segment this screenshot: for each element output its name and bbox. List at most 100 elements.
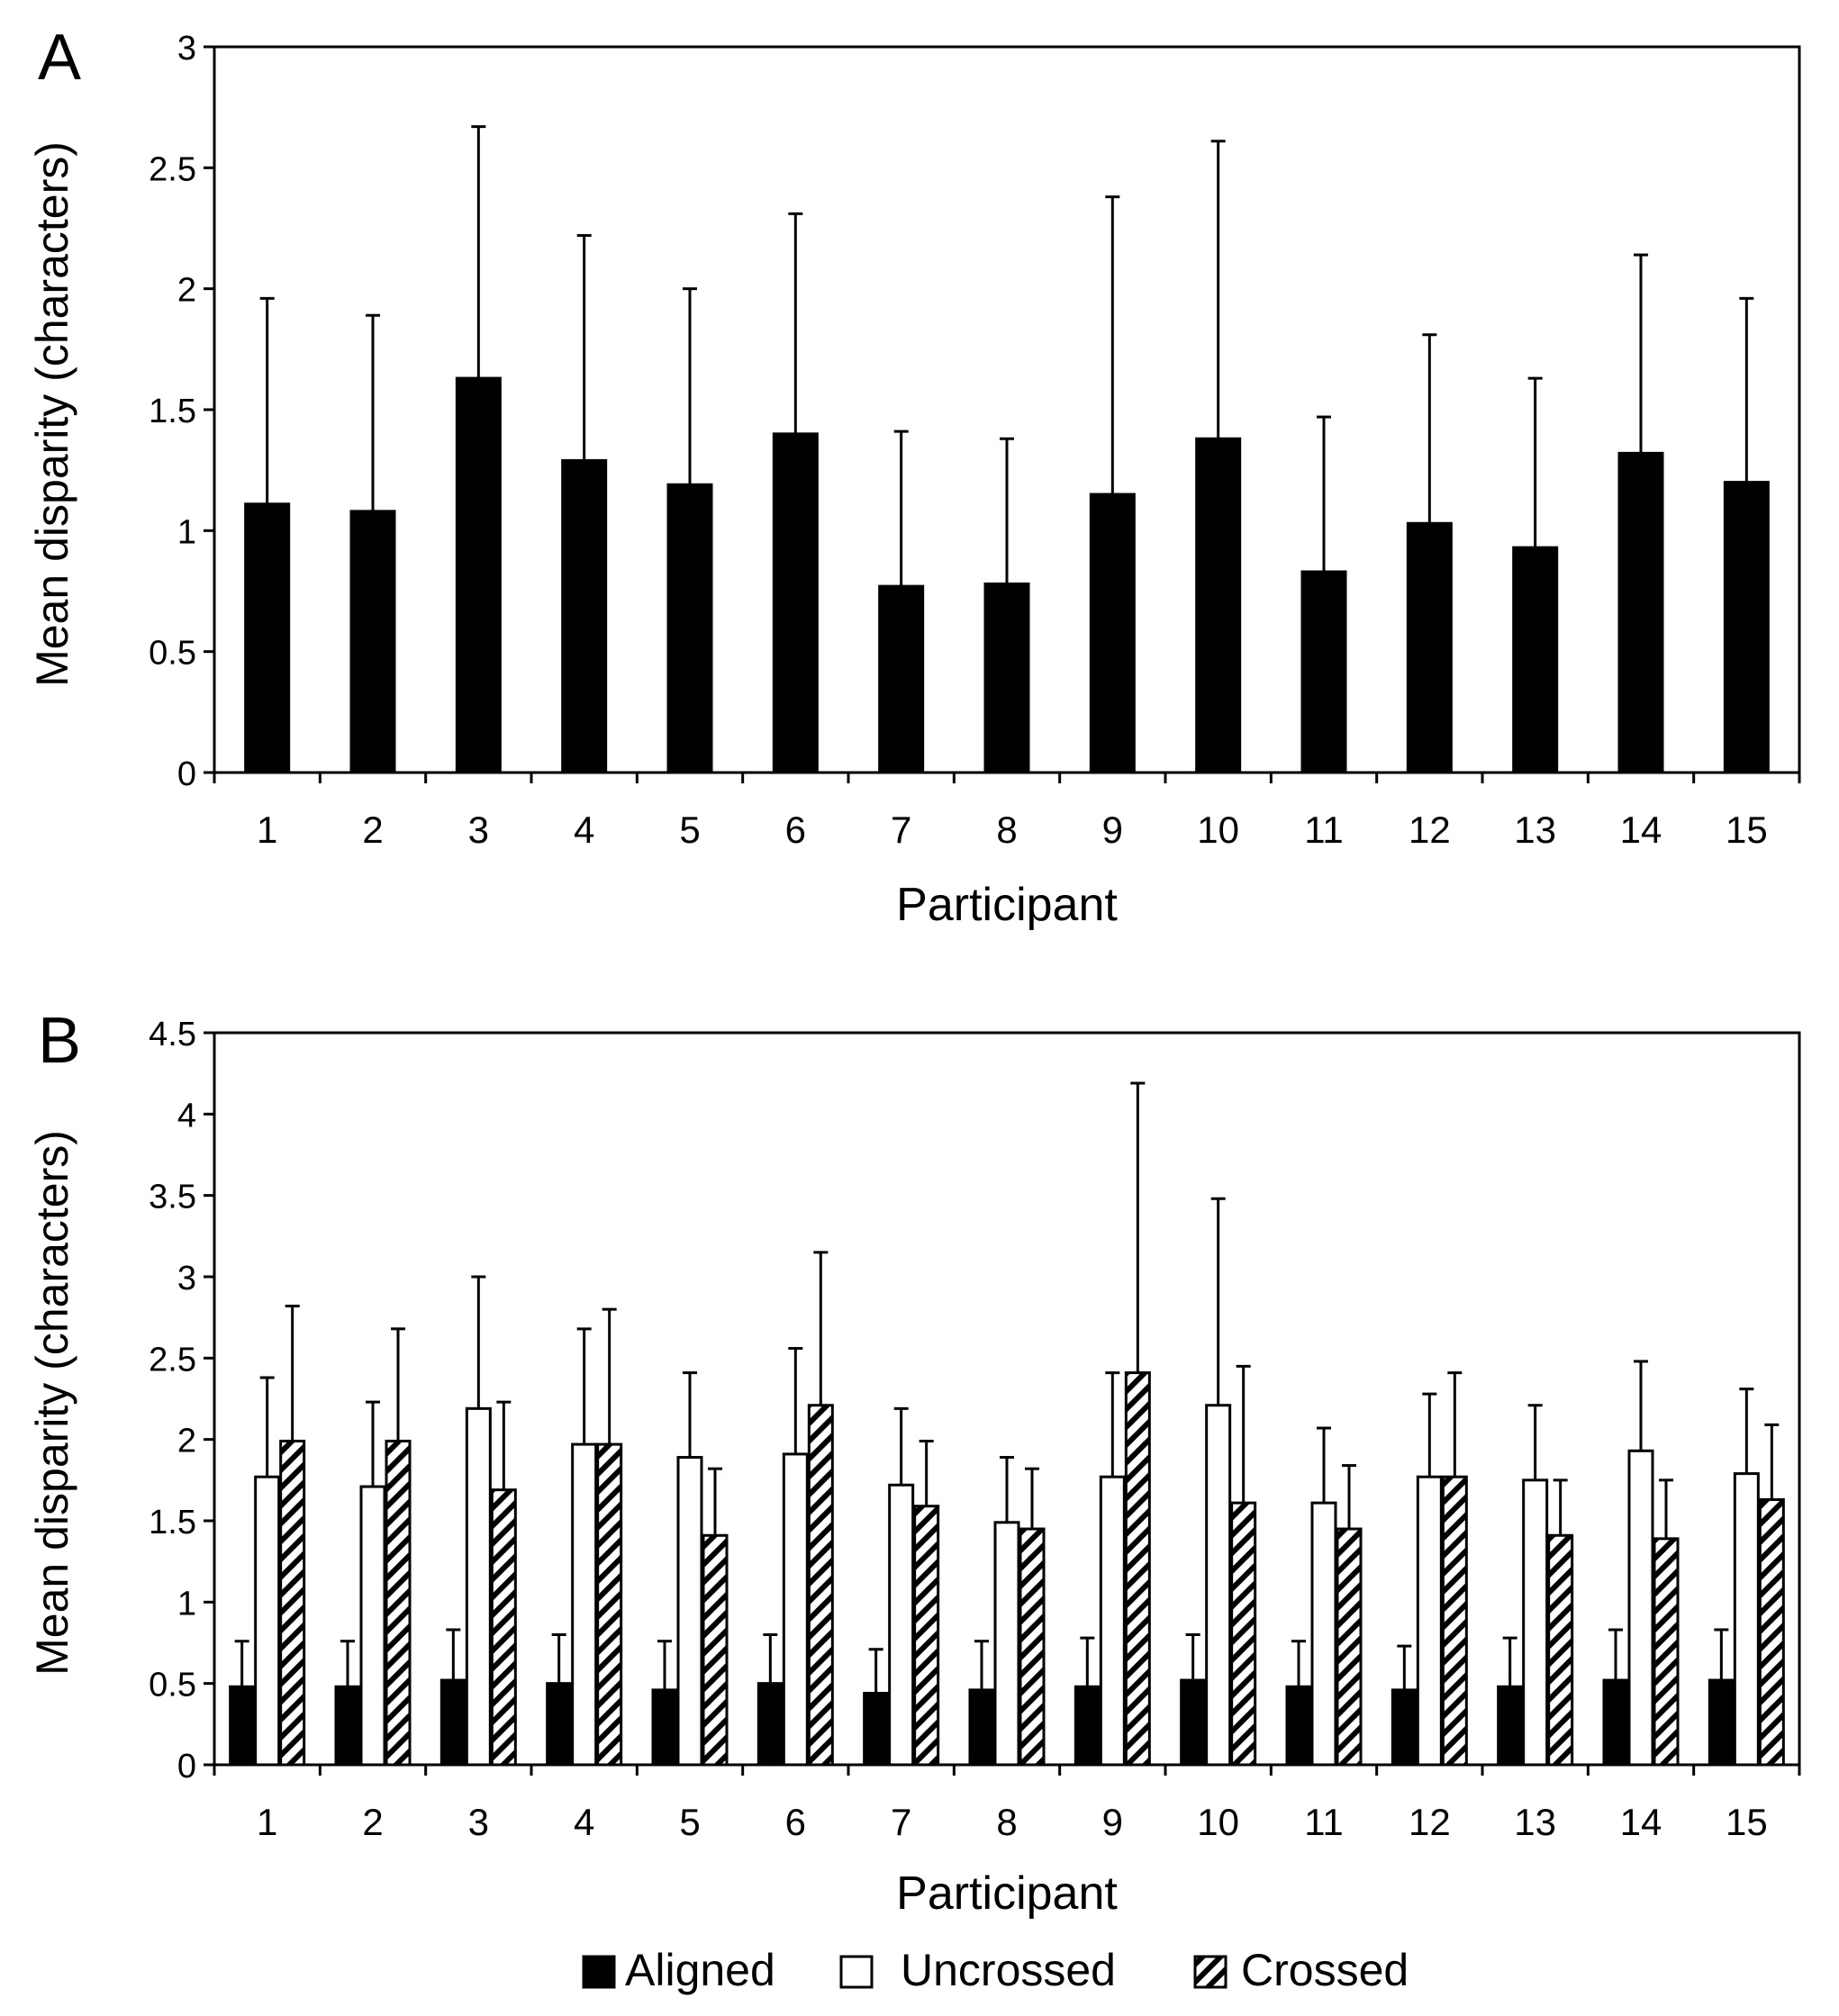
bar	[439, 1678, 467, 1767]
panel-b-label: B	[38, 1005, 81, 1077]
y-tick-label: 3	[177, 1260, 196, 1297]
x-tick-label: 10	[1197, 809, 1239, 851]
x-tick-label: 8	[996, 809, 1017, 851]
bar	[878, 584, 925, 774]
y-tick-label: 0	[177, 755, 196, 793]
bar	[349, 510, 396, 774]
bar	[359, 1485, 386, 1767]
bar	[455, 376, 502, 774]
x-tick-label: 5	[679, 809, 700, 851]
y-tick-label: 0.5	[149, 1667, 196, 1704]
y-tick-label: 1	[177, 513, 196, 551]
bar	[993, 1521, 1020, 1767]
y-tick-label: 1.5	[149, 393, 196, 430]
bar	[229, 1685, 256, 1767]
bar	[1019, 1527, 1046, 1767]
bar	[561, 458, 608, 774]
bar	[888, 1483, 915, 1767]
legend-label-crossed: Crossed	[1241, 1945, 1409, 1995]
bar	[863, 1692, 890, 1767]
x-tick-label: 6	[785, 809, 806, 851]
bar	[1416, 1475, 1443, 1767]
legend-label-aligned: Aligned	[625, 1945, 775, 1995]
panel-b: B Mean disparity (characters) Participan…	[27, 1005, 1801, 1920]
bar	[1441, 1475, 1468, 1767]
bar	[1758, 1498, 1785, 1767]
bar	[1627, 1449, 1654, 1767]
panel-a-label: A	[38, 22, 81, 94]
y-tick-label: 1.5	[149, 1504, 196, 1541]
x-tick-label: 6	[785, 1801, 806, 1843]
x-tick-label: 9	[1102, 1801, 1123, 1843]
bar	[254, 1475, 281, 1767]
x-tick-label: 13	[1514, 809, 1556, 851]
y-tick-label: 3	[177, 30, 196, 68]
bar	[1391, 1688, 1418, 1767]
bar	[385, 1439, 412, 1767]
x-tick-label: 11	[1304, 1801, 1344, 1843]
x-tick-label: 1	[257, 1801, 277, 1843]
panel-a-y-axis-label: Mean disparity (characters)	[27, 141, 77, 687]
panel-a-x-axis-label: Participant	[896, 879, 1118, 931]
bar	[1089, 493, 1136, 774]
y-tick-label: 0	[177, 1748, 196, 1785]
bar	[546, 1682, 573, 1767]
x-tick-label: 2	[362, 809, 383, 851]
legend-swatch-uncrossed	[839, 1955, 874, 1989]
bar	[571, 1442, 598, 1767]
y-tick-label: 4.5	[149, 1016, 196, 1053]
bar	[1285, 1685, 1312, 1767]
x-tick-label: 7	[891, 1801, 911, 1843]
panel-a-plot-area: 00.511.522.531 2 3 4 5 6 7 8 9 10 11 12 13 14 15	[149, 30, 1801, 851]
y-tick-label: 0.5	[149, 635, 196, 673]
bar	[1310, 1501, 1337, 1767]
bar	[1512, 546, 1559, 774]
x-tick-label: 10	[1197, 1801, 1239, 1843]
x-tick-label: 5	[679, 1801, 700, 1843]
bar	[968, 1688, 995, 1767]
x-tick-label: 14	[1620, 1801, 1662, 1843]
panel-b-plot-area: 00.511.522.533.544.51 2 3 4 5 6 7 8 9 10 11 12 13 14 1…	[149, 1016, 1801, 1843]
bar	[1230, 1501, 1257, 1767]
x-tick-label: 3	[468, 809, 489, 851]
legend: Aligned Uncrossed Crossed	[582, 1945, 1409, 1995]
bar	[983, 582, 1030, 774]
y-tick-label: 2.5	[149, 1341, 196, 1379]
y-tick-label: 2	[177, 1423, 196, 1460]
bar	[1723, 481, 1770, 774]
bar	[782, 1452, 809, 1767]
y-tick-label: 2.5	[149, 150, 196, 188]
bar	[244, 502, 291, 774]
bar	[1074, 1685, 1101, 1767]
bar	[1733, 1472, 1760, 1767]
y-tick-label: 2	[177, 272, 196, 310]
legend-label-uncrossed: Uncrossed	[901, 1945, 1116, 1995]
bar	[1547, 1533, 1574, 1767]
x-tick-label: 15	[1726, 809, 1768, 851]
legend-swatch-crossed	[1193, 1955, 1228, 1989]
bar	[1336, 1527, 1363, 1767]
bar	[756, 1682, 784, 1767]
bar	[1602, 1678, 1629, 1767]
bar	[651, 1688, 678, 1767]
x-tick-label: 7	[891, 809, 911, 851]
bar	[1205, 1404, 1232, 1767]
bar	[1195, 437, 1242, 774]
bar	[465, 1406, 492, 1767]
x-tick-label: 8	[996, 1801, 1017, 1843]
x-tick-label: 13	[1514, 1801, 1556, 1843]
y-tick-label: 1	[177, 1585, 196, 1623]
x-tick-label: 15	[1726, 1801, 1768, 1843]
bar	[1617, 451, 1664, 774]
bar	[1406, 521, 1453, 774]
panel-b-x-axis-label: Participant	[896, 1867, 1118, 1920]
bar	[913, 1505, 940, 1767]
bar	[334, 1685, 361, 1767]
bar	[1180, 1678, 1207, 1767]
bar	[666, 483, 713, 774]
x-tick-label: 4	[574, 1801, 594, 1843]
y-tick-label: 3.5	[149, 1179, 196, 1216]
x-tick-label: 3	[468, 1801, 489, 1843]
bar	[1300, 570, 1347, 774]
x-tick-label: 1	[257, 809, 277, 851]
